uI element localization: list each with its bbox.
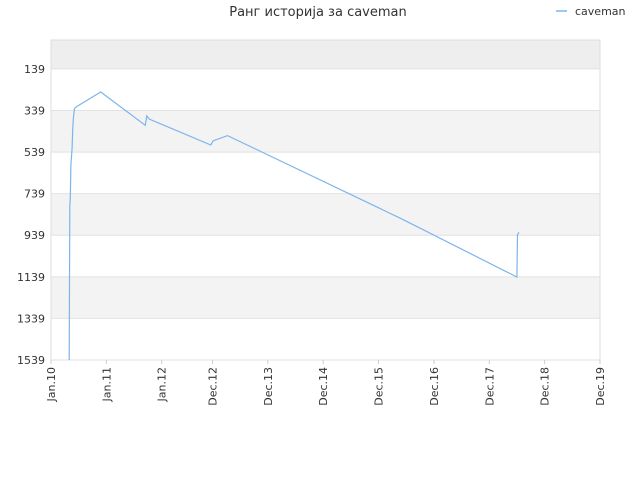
x-tick-label: Dec.17 (483, 367, 496, 406)
x-tick-label: Jan.12 (156, 367, 169, 402)
plot-band (51, 110, 600, 153)
plot-band (51, 276, 600, 319)
plot-band (51, 235, 600, 277)
legend[interactable]: caveman (556, 5, 626, 18)
plot-band (51, 40, 600, 69)
plot-band (51, 193, 600, 236)
x-tick-label: Jan.10 (45, 367, 58, 402)
y-tick-label: 1139 (17, 271, 45, 284)
x-tick-label: Dec.13 (262, 367, 275, 406)
y-tick-label: 539 (24, 146, 45, 159)
x-tick-label: Dec.19 (594, 367, 607, 406)
legend-label: caveman (575, 5, 626, 18)
y-tick-label: 339 (24, 104, 45, 117)
plot-band (51, 152, 600, 194)
y-tick-label: 139 (24, 63, 45, 76)
x-tick-label: Dec.18 (539, 367, 552, 406)
y-tick-label: 1339 (17, 312, 45, 325)
x-tick-label: Dec.14 (317, 367, 330, 406)
y-axis: 139 339 539 739 939 1139 1339 1539 (17, 63, 45, 367)
y-tick-label: 739 (24, 188, 45, 201)
y-tick-label: 1539 (17, 354, 45, 367)
gridlines (50, 39, 601, 361)
chart-title: Ранг историја за caveman (229, 5, 407, 20)
x-tick-label: Jan.11 (100, 367, 113, 402)
y-tick-label: 939 (24, 229, 45, 242)
plot-bands (51, 40, 600, 360)
series-layer (68, 91, 520, 361)
plot-band (51, 68, 600, 111)
x-tick-label: Dec.16 (428, 367, 441, 406)
x-tick-label: Dec.12 (206, 367, 219, 406)
x-axis: Jan.10 Jan.11 Jan.12 Dec.12 Dec.13 Dec.14 Dec.… (45, 360, 607, 406)
x-tick-label: Dec.15 (372, 367, 385, 406)
series-line-caveman (68, 91, 520, 361)
plot-band (51, 318, 600, 360)
